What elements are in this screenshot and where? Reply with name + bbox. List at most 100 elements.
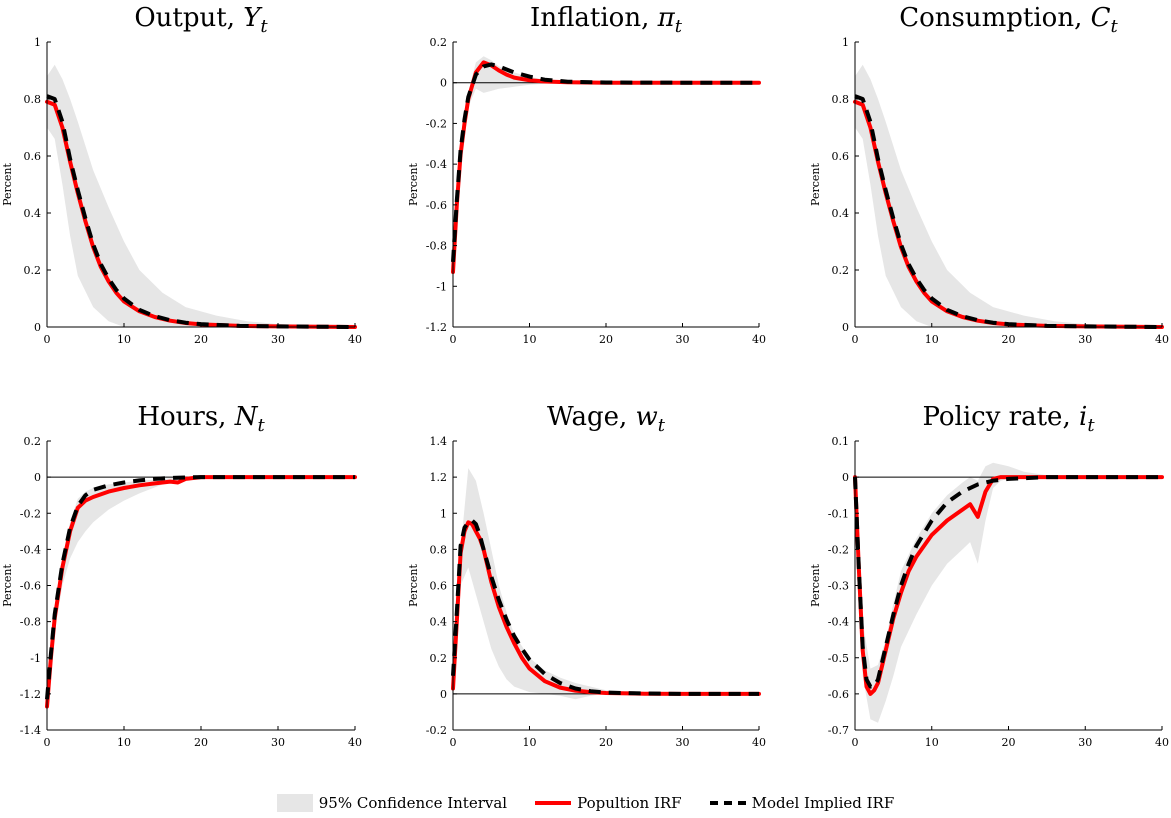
- x-tick-label: 30: [271, 736, 285, 749]
- x-tick-label: 0: [450, 736, 457, 749]
- x-tick-label: 30: [676, 736, 690, 749]
- panel-5: 0 10 20 30 40-0.200.20.40.60.811.21.4Percent…: [407, 402, 766, 749]
- population-irf-line: [853, 475, 1164, 696]
- y-tick-label: 0.2: [24, 264, 42, 277]
- y-tick-label: -1.4: [20, 724, 41, 737]
- y-tick-label: -0.8: [20, 616, 41, 629]
- y-axis-label: Percent: [809, 563, 822, 606]
- x-tick-label: 40: [1155, 736, 1169, 749]
- y-tick-label: -0.4: [20, 543, 41, 556]
- panel-title: Consumption, Ct: [899, 3, 1118, 37]
- panel-title-text: Wage,: [547, 402, 636, 432]
- y-tick-label: 0: [440, 688, 447, 701]
- y-tick-label: -0.8: [426, 240, 447, 253]
- legend: 95% Confidence Interval Popultion IRF Mo…: [0, 788, 1171, 818]
- panel-2: 0 10 20 30 40 -1.2 -1 -0.8 -0.6 -0.4 -0.2 0 0.2 Perce…: [407, 3, 766, 346]
- x-tick-label: 40: [1155, 333, 1169, 346]
- legend-item-population: Popultion IRF: [535, 794, 682, 812]
- legend-item-ci: 95% Confidence Interval: [276, 794, 508, 812]
- ci-band: [855, 462, 1162, 723]
- legend-swatch-ci: [276, 794, 313, 812]
- y-tick-label: -0.5: [828, 652, 849, 665]
- panel-title-symbol: w: [636, 402, 658, 432]
- y-tick-label: -0.2: [426, 724, 447, 737]
- population-irf-line: [451, 520, 761, 696]
- panel-title-symbol: C: [1091, 3, 1111, 33]
- y-tick-label: 0.2: [430, 36, 448, 49]
- x-tick-label: 20: [1002, 333, 1016, 346]
- y-axis-label: Percent: [1, 162, 14, 205]
- panel-3: 0 10 20 30 40 0 0.2 0.4 0.6 0.8 1 Percent Consumptio…: [809, 3, 1169, 346]
- y-tick-label: 1: [842, 36, 849, 49]
- y-tick-label: 0.2: [430, 652, 448, 665]
- panel-title-subscript: t: [1087, 415, 1095, 436]
- panel-title: Inflation, πt: [530, 3, 683, 37]
- panel-6: 0 10 20 30 40 -0.7 -0.6 -0.5 -0.4 -0.3 -0.2 -0.1 0 0.…: [809, 402, 1169, 749]
- y-tick-label: -0.1: [828, 507, 849, 520]
- y-tick-label: -0.3: [828, 580, 849, 593]
- legend-swatch-model: [709, 801, 746, 805]
- panel-title-symbol: π: [657, 3, 676, 33]
- ci-band: [47, 64, 355, 328]
- y-tick-label: 0.6: [24, 150, 42, 163]
- y-axis-label: Percent: [407, 563, 420, 606]
- y-tick-label: 0: [842, 321, 849, 334]
- x-tick-label: 20: [194, 736, 208, 749]
- y-tick-label: 1: [440, 507, 447, 520]
- panel-title: Hours, Nt: [137, 402, 265, 436]
- y-tick-label: 1.2: [430, 471, 448, 484]
- y-tick-label: 0.2: [24, 435, 42, 448]
- x-tick-label: 30: [676, 333, 690, 346]
- y-tick-label: -0.2: [20, 507, 41, 520]
- x-tick-label: 10: [523, 736, 537, 749]
- panel-title-subscript: t: [257, 415, 265, 436]
- legend-swatch-population: [535, 801, 572, 805]
- panel-title-text: Consumption,: [899, 3, 1090, 33]
- y-tick-label: -1.2: [426, 321, 447, 334]
- y-tick-label: -1.2: [20, 688, 41, 701]
- panel-4: 0 10 20 30 40 -1.4 -1.2 -1 -0.8 -0.6 -0.4 -0.2 0 0.2 P…: [1, 402, 362, 749]
- panel-title-symbol: i: [1079, 402, 1087, 432]
- x-tick-label: 10: [117, 736, 131, 749]
- y-axis-label: Percent: [1, 563, 14, 606]
- y-tick-label: 1: [34, 36, 41, 49]
- ci-band: [453, 56, 759, 256]
- x-tick-label: 0: [44, 736, 51, 749]
- x-tick-label: 10: [523, 333, 537, 346]
- y-axis-label: Percent: [407, 162, 420, 205]
- panel-title-subscript: t: [658, 415, 666, 436]
- y-tick-label: 0.4: [24, 207, 42, 220]
- y-tick-label: 0.4: [832, 207, 850, 220]
- ci-band: [453, 468, 759, 700]
- x-tick-label: 40: [348, 736, 362, 749]
- y-tick-label: 1.4: [430, 435, 448, 448]
- y-tick-label: -0.4: [426, 158, 447, 171]
- y-tick-label: 0.8: [24, 93, 42, 106]
- y-tick-label: 0: [34, 471, 41, 484]
- legend-label-model: Model Implied IRF: [751, 794, 895, 812]
- legend-label-ci: 95% Confidence Interval: [318, 794, 508, 812]
- y-tick-label: 0.6: [430, 580, 448, 593]
- x-tick-label: 0: [44, 333, 51, 346]
- y-axis-label: Percent: [809, 162, 822, 205]
- y-tick-label: -0.6: [20, 580, 41, 593]
- x-tick-label: 40: [752, 333, 766, 346]
- model-irf-line: [45, 475, 355, 700]
- x-tick-label: 40: [348, 333, 362, 346]
- model-irf-line: [451, 62, 759, 263]
- x-tick-label: 20: [599, 736, 613, 749]
- ci-band: [855, 64, 1162, 328]
- panel-title: Wage, wt: [547, 402, 666, 436]
- y-tick-label: -0.7: [828, 724, 849, 737]
- legend-label-population: Popultion IRF: [577, 794, 682, 812]
- y-tick-label: -1: [436, 280, 447, 293]
- panel-title: Policy rate, it: [922, 402, 1095, 436]
- y-tick-label: -0.2: [828, 543, 849, 556]
- panel-title-text: Policy rate,: [922, 402, 1079, 432]
- x-tick-label: 30: [1078, 333, 1092, 346]
- y-tick-label: -0.4: [828, 616, 849, 629]
- x-tick-label: 40: [752, 736, 766, 749]
- x-tick-label: 10: [117, 333, 131, 346]
- x-tick-label: 20: [194, 333, 208, 346]
- x-tick-label: 30: [1078, 736, 1092, 749]
